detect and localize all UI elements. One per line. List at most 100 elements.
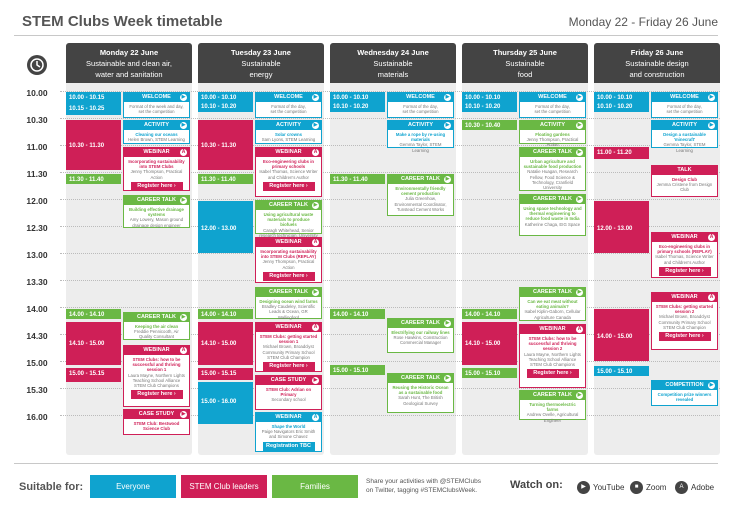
slot-time: 14.10 - 15.00 [465,341,501,347]
youtube-icon[interactable]: ▶ [444,375,451,382]
event-presenter: set the competition [270,109,307,115]
register-button[interactable]: Register here › [262,181,315,191]
time-slot: 10.30 - 10.40 [462,120,517,130]
youtube-icon[interactable]: ▶ [180,314,187,321]
time-label: 11.00 [26,142,48,152]
event-presenter: Rose Hawkins, Construction Commercial Ma… [393,335,448,346]
event-title: STEM Club: Adrian on Primary [265,387,312,398]
youtube-icon[interactable]: ▶ [444,176,451,183]
day-header-monday: Monday 22 June Sustainable and clean air… [66,43,192,83]
adobe-icon[interactable]: A [312,324,319,331]
week-dates: Monday 22 - Friday 26 June [568,15,718,29]
youtube-icon[interactable]: ▶ [444,94,451,101]
event-activity: ACTIVITY ▶ Cleaning our oceans Helen Brown… [123,120,190,144]
event-label: WEBINAR [539,326,566,332]
day-theme: materials [377,70,409,79]
event-label: WEBINAR [275,239,302,245]
event-title: Format of the day, [535,104,570,109]
event-label: WEBINAR [275,414,302,420]
slot-time: 15.00 - 15.15 [201,371,237,377]
event-presenter: set the competition [402,109,439,115]
register-button[interactable]: Register here › [658,332,711,342]
event-career-talk: CAREER TALK ▶ Electrifying our railway li… [387,318,454,353]
time-label: 14.00 [26,304,48,314]
event-title: Reusing the Historic Ocean as a sustaina… [392,385,449,396]
adobe-icon[interactable]: A [576,326,583,333]
page-title: STEM Clubs Week timetable [22,13,223,30]
youtube-icon[interactable]: ▶ [708,122,715,129]
adobe-icon[interactable]: A [180,347,187,354]
youtube-icon[interactable]: ▶ [576,149,583,156]
grid-line [60,280,720,281]
youtube-icon[interactable]: ▶ [444,122,451,129]
event-title: Environmentally friendly cement producti… [395,186,446,197]
time-label: 12.30 [26,223,48,233]
slot-time: 10.00 - 10.10 [597,95,633,101]
adobe-icon[interactable]: A [708,234,715,241]
youtube-icon[interactable]: ▶ [312,289,319,296]
time-slot: 11.30 - 11.40 [66,174,121,184]
youtube-icon[interactable]: ▶ [444,320,451,327]
slot-time: 11.30 - 11.40 [201,177,236,183]
time-slot: 14.00 - 14.10 [330,309,385,319]
event-label: CAREER TALK [532,196,572,202]
event-competition: COMPETITION ▶ Competition prize winners r… [651,380,718,406]
youtube-icon[interactable]: ▶ [180,94,187,101]
event-label: WEBINAR [143,347,170,353]
event-presenter: Andrew Ovelle, Agricultural Engineer [526,412,579,423]
share-line: on Twitter, tagging #STEMClubsWeek. [366,486,478,494]
event-presenter: Bradley Caudeley, Scientific Leads & Oce… [261,304,316,320]
event-label: ACTIVITY [143,122,170,128]
time-slot: 14.10 - 15.00 [462,322,517,365]
youtube-icon[interactable]: ▶ [312,94,319,101]
time-label: 15.30 [26,385,48,395]
register-button[interactable]: Register here › [526,369,579,379]
youtube-icon[interactable]: ▶ [576,392,583,399]
event-label: WELCOME [406,94,435,100]
youtube-icon[interactable]: ▶ [180,197,187,204]
adobe-icon[interactable]: A [312,149,319,156]
youtube-icon[interactable]: ▶ [312,377,319,384]
slot-time: 11.00 - 11.20 [597,150,632,156]
event-label: WEBINAR [671,234,698,240]
event-label: CAREER TALK [400,375,440,381]
register-button[interactable]: Register here › [658,266,711,276]
youtube-icon[interactable]: ▶ [708,382,715,389]
adobe-icon[interactable]: A [708,294,715,301]
youtube-icon[interactable]: ▶ [180,411,187,418]
register-button[interactable]: Register here › [130,390,183,400]
youtube-icon[interactable]: ▶ [576,122,583,129]
time-slot: 14.00 - 14.10 [198,309,253,319]
event-label: CAREER TALK [268,202,308,208]
slot-time: 10.00 - 10.10 [201,95,237,101]
youtube-icon[interactable]: ▶ [576,289,583,296]
youtube-icon[interactable]: ▶ [708,94,715,101]
time-slot: 15.00 - 15.10 [462,368,517,378]
day-date: Thursday 25 June [493,48,557,57]
event-presenter: Secondary school [271,397,306,403]
time-label: 13.00 [26,250,48,260]
event-presenter: Julia Greenhow, Environmental Coordinato… [394,196,447,212]
youtube-icon[interactable]: ▶ [312,122,319,129]
adobe-icon[interactable]: A [312,239,319,246]
youtube-icon[interactable]: ▶ [576,94,583,101]
time-slot: 15.00 - 16.00 [198,382,253,424]
event-title: Competition prize winners revealed [657,392,712,403]
adobe-icon[interactable]: A [312,414,319,421]
register-button[interactable]: Register here › [262,362,315,372]
legend-stem-club-leaders: STEM Club leaders [181,475,267,498]
register-button[interactable]: Register here › [130,181,183,191]
event-webinar: WEBINAR A Incorporating sustainability in… [255,237,322,283]
registration-tbc-button[interactable]: Registration TBC [262,441,315,451]
event-label: TALK [677,167,692,173]
youtube-icon[interactable]: ▶ [576,196,583,203]
youtube-icon[interactable]: ▶ [180,122,187,129]
event-presenter: Isabel Kiplin-Gaborn, Cellular Agricultu… [524,309,581,320]
event-webinar: WEBINAR A STEM Clubs: how to be successfu… [519,324,586,388]
register-button[interactable]: Register here › [262,271,315,281]
day-theme: Sustainable and clean air, [86,59,172,68]
adobe-icon[interactable]: A [180,149,187,156]
youtube-icon[interactable]: ▶ [312,202,319,209]
event-activity: ACTIVITY ▶ Design a sustainable 'minecraf… [651,120,718,153]
